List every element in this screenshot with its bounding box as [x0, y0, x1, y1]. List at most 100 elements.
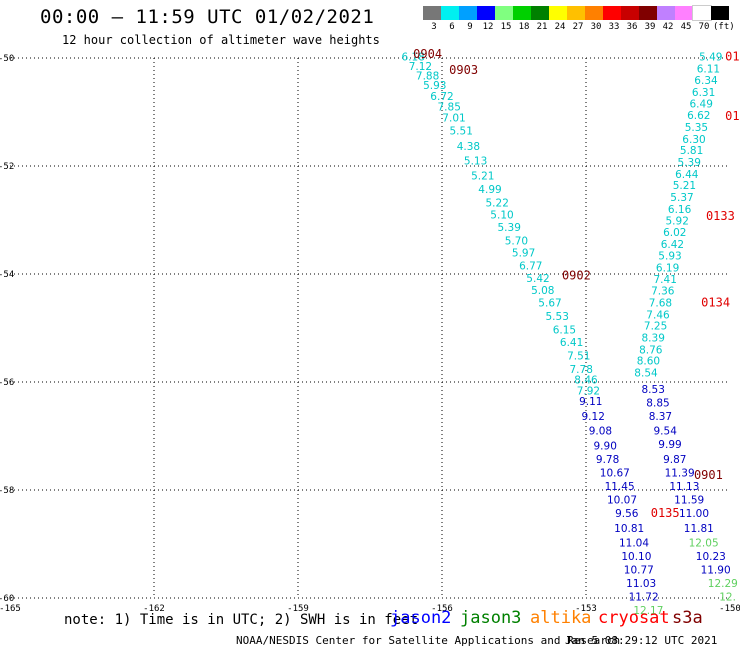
wave-height-value: 6.30 — [682, 134, 705, 146]
map-title: 00:00 – 11:59 UTC 01/02/2021 — [40, 6, 375, 28]
wave-height-value: 7.85 — [438, 101, 461, 113]
color-scale-label: (ft) — [713, 22, 735, 32]
wave-height-value: 4.38 — [457, 141, 480, 153]
wave-height-value: 9.78 — [596, 454, 619, 466]
color-scale-label: 15 — [500, 22, 512, 32]
color-swatch — [567, 6, 585, 20]
wave-height-value: 11.45 — [605, 481, 635, 493]
wave-height-value: 5.21 — [673, 180, 696, 192]
wave-height-value: 6.77 — [519, 261, 542, 273]
wave-height-value: 5.81 — [680, 145, 703, 157]
color-swatch — [603, 6, 621, 20]
wave-height-value: 6.72 — [430, 91, 453, 103]
wave-height-value: 5.08 — [531, 285, 554, 297]
wave-height-value: 8.53 — [642, 384, 665, 396]
color-swatch — [692, 5, 712, 21]
wave-height-value: 5.39 — [678, 157, 701, 169]
wave-height-value: 11.13 — [669, 481, 699, 493]
longitude-tick-label: -162 — [143, 604, 165, 614]
wave-height-value: 5.70 — [505, 235, 528, 247]
color-swatch — [441, 6, 459, 20]
wave-height-value: 5.92 — [666, 215, 689, 227]
color-swatch — [513, 6, 531, 20]
wave-height-value: 5.97 — [512, 248, 535, 260]
wave-height-value: 9.90 — [594, 441, 617, 453]
wave-height-value: 11.72 — [629, 592, 659, 604]
wave-height-value: 10.07 — [607, 495, 637, 507]
legend-s3a: s3a — [672, 608, 703, 628]
wave-height-value: 5.51 — [450, 126, 473, 138]
wave-height-value: 9.08 — [589, 425, 612, 437]
color-scale-bar — [423, 5, 729, 21]
color-scale-label: 39 — [644, 22, 656, 32]
wave-height-value: 12.05 — [689, 538, 719, 550]
wave-height-value: 5.10 — [490, 209, 513, 221]
wave-height-value: 8.37 — [649, 411, 672, 423]
wave-height-value: 9.56 — [615, 508, 639, 520]
wave-height-value: 5.21 — [471, 171, 494, 183]
color-scale-label: 36 — [626, 22, 638, 32]
wave-height-value: 5.93 — [423, 80, 446, 92]
wave-height-value: 5.42 — [526, 273, 549, 285]
wave-height-value: 5.49 — [699, 52, 722, 64]
footnote: note: 1) Time is in UTC; 2) SWH is in fe… — [64, 612, 419, 628]
pass-time-label: 0133 — [725, 109, 740, 123]
color-scale-label: 6 — [449, 22, 455, 32]
wave-height-value: 5.35 — [685, 122, 708, 134]
wave-height-value: 6.02 — [663, 227, 686, 239]
legend-jason3: jason3 — [460, 608, 522, 628]
wave-height-value: 6.15 — [553, 324, 576, 336]
wave-height-value: 11.81 — [684, 523, 714, 535]
latitude-tick-label: -50 — [0, 54, 14, 64]
wave-height-value: 8.76 — [639, 344, 663, 356]
wave-height-value: 6.41 — [560, 337, 583, 349]
map-subtitle: 12 hour collection of altimeter wave hei… — [62, 33, 380, 47]
longitude-tick-label: -150 — [719, 604, 740, 614]
wave-height-value: 12.17 — [633, 605, 663, 617]
wave-height-value: 10.81 — [614, 523, 644, 535]
wave-height-value: 7.46 — [646, 309, 670, 321]
color-swatch — [639, 6, 657, 20]
pass-time-label: 0902 — [562, 268, 591, 282]
wave-height-value: 10.67 — [600, 468, 630, 480]
latitude-tick-label: -60 — [0, 594, 14, 604]
pass-time-label: 0132 — [725, 50, 740, 64]
wave-height-value: 9.99 — [658, 439, 681, 451]
wave-height-value: 8.54 — [634, 368, 658, 380]
wave-height-value: 11.03 — [626, 578, 656, 590]
color-scale-label: 42 — [662, 22, 674, 32]
legend-altika: altika — [530, 608, 592, 628]
wave-height-value: 9.12 — [582, 411, 605, 423]
pass-time-label: 0135 — [651, 506, 680, 520]
wave-height-value: 11.59 — [674, 495, 704, 507]
color-swatch — [531, 6, 549, 20]
color-scale-label: 21 — [536, 22, 548, 32]
wave-height-value: 6.44 — [675, 169, 699, 181]
wave-height-value: 8.85 — [646, 397, 669, 409]
wave-height-value: 9.54 — [654, 425, 678, 437]
color-swatch — [477, 6, 495, 20]
wave-height-value: 6.31 — [692, 87, 715, 99]
latitude-tick-label: -56 — [0, 378, 14, 388]
pass-time-label: 0133 — [706, 209, 735, 223]
wave-height-value: 7.36 — [651, 286, 675, 298]
color-scale-label: 18 — [518, 22, 530, 32]
wave-height-value: 10.23 — [696, 551, 726, 563]
wave-height-value: 5.13 — [464, 155, 487, 167]
wave-height-value: 11.04 — [619, 538, 649, 550]
color-scale-label: 3 — [431, 22, 437, 32]
color-swatch — [459, 6, 477, 20]
wave-height-value: 8.60 — [637, 356, 660, 368]
wave-height-value: 6.49 — [690, 99, 713, 111]
latitude-tick-label: -52 — [0, 162, 14, 172]
wave-height-value: 7.51 — [567, 350, 590, 362]
wave-height-value: 8.46 — [574, 375, 598, 387]
wave-height-value: 7.92 — [577, 385, 600, 397]
color-swatch — [621, 6, 639, 20]
wave-height-value: 6.19 — [656, 262, 679, 274]
color-swatch — [549, 6, 567, 20]
wave-height-value: 10.10 — [621, 551, 651, 563]
color-swatch — [675, 6, 693, 20]
wave-height-value: 6.11 — [697, 64, 720, 76]
color-scale-label: 27 — [572, 22, 584, 32]
